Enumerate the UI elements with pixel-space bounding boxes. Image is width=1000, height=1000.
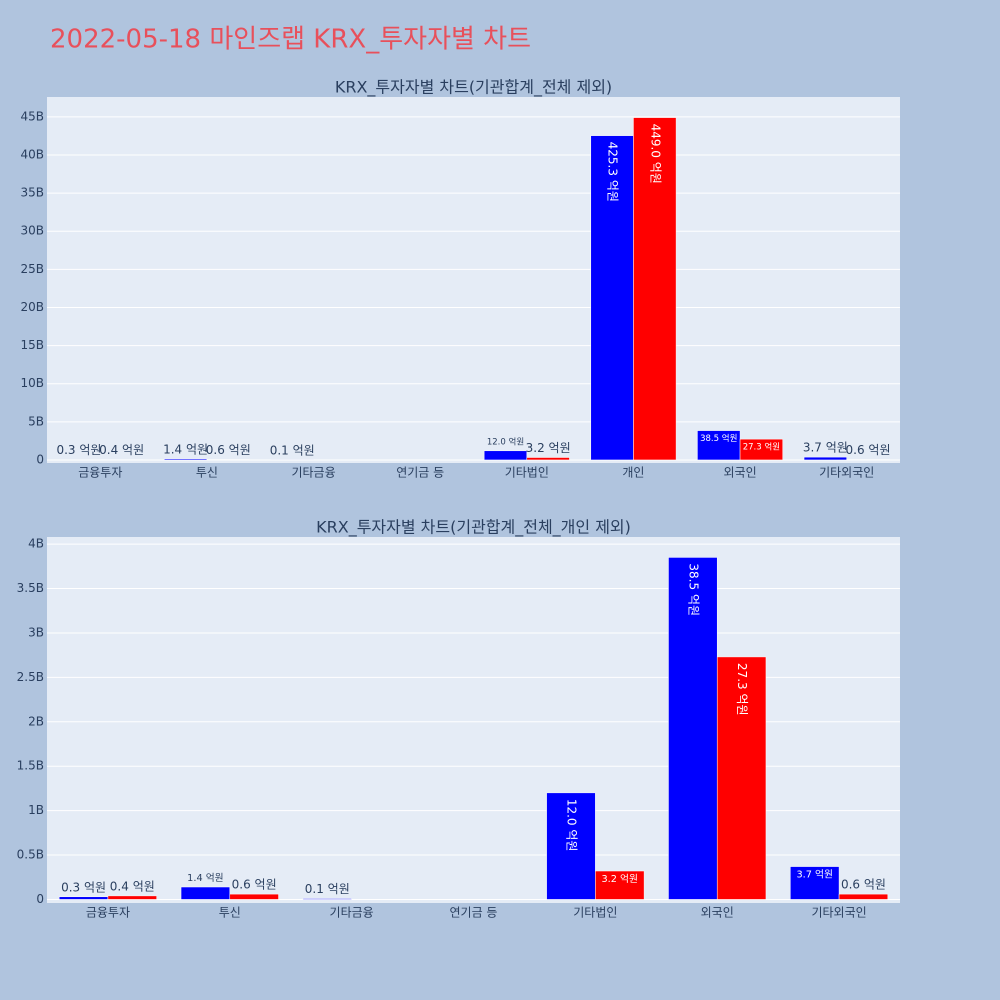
y-tick-label: 0 xyxy=(36,892,44,906)
y-tick-label: 1.5B xyxy=(17,759,44,773)
x-tick-label: 기타외국인 xyxy=(811,906,866,920)
x-tick-label: 개인 xyxy=(622,466,644,480)
y-tick-label: 40B xyxy=(20,147,44,161)
bar xyxy=(180,886,231,900)
data-label: 1.4 억원 xyxy=(163,442,208,456)
data-label: 449.0 억원 xyxy=(648,124,662,184)
x-tick-label: 외국인 xyxy=(724,466,757,480)
y-tick-label: 25B xyxy=(20,262,44,276)
x-tick-label: 투신 xyxy=(196,466,218,480)
data-label: 0.1 억원 xyxy=(305,882,350,896)
x-tick-label: 기타금융 xyxy=(291,466,335,480)
bar xyxy=(58,896,109,900)
data-label: 3.7 억원 xyxy=(803,441,848,455)
data-label: 0.4 억원 xyxy=(110,879,155,893)
data-label: 12.0 억원 xyxy=(564,799,578,852)
bar xyxy=(595,870,645,900)
data-label: 0.4 억원 xyxy=(99,443,144,457)
bar xyxy=(483,450,528,461)
bar xyxy=(526,457,570,461)
y-tick-label: 0.5B xyxy=(17,848,44,862)
x-tick-label: 투신 xyxy=(219,906,241,920)
bar xyxy=(302,898,352,900)
bar xyxy=(697,430,741,461)
bar xyxy=(803,456,847,461)
x-tick-label: 금융투자 xyxy=(78,466,122,480)
data-label: 0.1 억원 xyxy=(270,443,315,457)
bar xyxy=(668,557,718,900)
x-tick-label: 기타법인 xyxy=(505,466,549,480)
y-tick-label: 0 xyxy=(36,452,44,466)
data-label: 0.3 억원 xyxy=(61,880,106,894)
chart-title: KRX_투자자별 차트(기관합계_전체 제외) xyxy=(335,78,612,98)
data-label: 1.4 억원 xyxy=(187,872,224,884)
x-tick-label: 연기금 등 xyxy=(396,466,444,480)
plot-area xyxy=(47,537,900,903)
x-tick-label: 금융투자 xyxy=(86,906,130,920)
x-tick-label: 기타법인 xyxy=(573,906,617,920)
data-label: 0.6 억원 xyxy=(232,878,277,892)
y-tick-label: 30B xyxy=(20,224,44,238)
data-label: 3.2 억원 xyxy=(526,441,571,455)
x-tick-label: 기타외국인 xyxy=(819,466,874,480)
page-title: 2022-05-18 마인즈랩 KRX_투자자별 차트 xyxy=(50,25,531,55)
bar xyxy=(739,438,783,461)
bar xyxy=(107,895,157,900)
y-tick-label: 20B xyxy=(20,300,44,314)
bar xyxy=(164,458,208,461)
data-label: 425.3 억원 xyxy=(606,142,620,202)
bar xyxy=(838,893,889,900)
bar xyxy=(790,866,840,900)
x-tick-label: 기타금융 xyxy=(330,906,374,920)
data-label: 0.6 억원 xyxy=(841,878,886,892)
y-tick-label: 2.5B xyxy=(17,670,44,684)
data-label: 38.5 억원 xyxy=(700,433,737,444)
y-tick-label: 1B xyxy=(28,803,44,817)
data-label: 0.3 억원 xyxy=(56,443,101,457)
y-tick-label: 10B xyxy=(20,376,44,390)
x-tick-label: 외국인 xyxy=(701,906,734,920)
y-tick-label: 3.5B xyxy=(17,581,44,595)
y-tick-label: 35B xyxy=(20,186,44,200)
data-label: 0.6 억원 xyxy=(206,443,251,457)
data-label: 27.3 억원 xyxy=(735,663,749,716)
y-tick-label: 45B xyxy=(20,109,44,123)
data-label: 3.2 억원 xyxy=(601,873,638,885)
data-label: 0.6 억원 xyxy=(846,443,891,457)
bar xyxy=(633,117,677,461)
data-label: 27.3 억원 xyxy=(743,442,780,453)
y-tick-label: 3B xyxy=(28,625,44,639)
bar xyxy=(229,893,279,900)
chart-title: KRX_투자자별 차트(기관합계_전체_개인 제외) xyxy=(316,518,631,538)
x-tick-label: 연기금 등 xyxy=(450,906,498,920)
bar xyxy=(716,656,767,900)
data-label: 38.5 억원 xyxy=(686,563,700,616)
y-tick-label: 4B xyxy=(28,537,44,551)
data-label: 12.0 억원 xyxy=(487,436,524,447)
y-tick-label: 15B xyxy=(20,338,44,352)
y-tick-label: 2B xyxy=(28,714,44,728)
y-tick-label: 5B xyxy=(28,414,44,428)
bar xyxy=(546,792,596,900)
data-label: 3.7 억원 xyxy=(796,869,833,881)
plot-area xyxy=(47,97,900,463)
bar xyxy=(590,135,634,461)
